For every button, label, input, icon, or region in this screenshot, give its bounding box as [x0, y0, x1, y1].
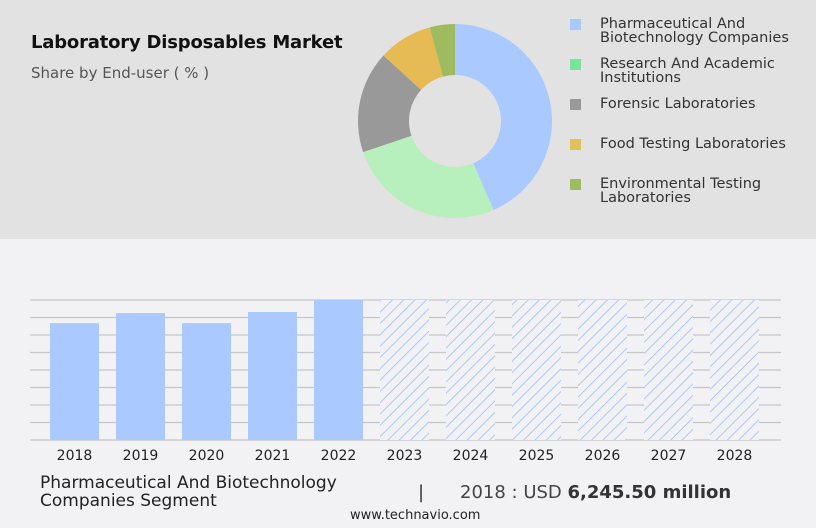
donut-slice: [383, 27, 444, 90]
separator: |: [418, 482, 425, 503]
bar-2027: [644, 300, 693, 440]
legend-swatch-food: [570, 139, 581, 150]
legend-label: Pharmaceutical And Biotechnology Compani…: [600, 16, 789, 46]
donut-chart: [358, 24, 552, 218]
legend-label: Forensic Laboratories: [600, 96, 756, 112]
bar-2022: [314, 300, 363, 440]
bar-2018: [50, 323, 99, 440]
x-axis-labels: 2018 2019 2020 2021 2022 2023 2024 2025 2026 2027…: [57, 448, 753, 464]
legend-swatch-forensic: [570, 99, 581, 110]
x-tick-label: 2026: [585, 448, 621, 464]
x-tick-label: 2020: [189, 448, 225, 464]
legend-label: Food Testing Laboratories: [600, 136, 786, 152]
legend-swatch-research: [570, 59, 581, 70]
x-tick-label: 2018: [57, 448, 93, 464]
bar-2025: [512, 300, 561, 440]
value-prefix: 2018 : USD: [460, 482, 568, 503]
donut-slice: [363, 135, 494, 218]
chart-title: Laboratory Disposables Market: [31, 32, 343, 53]
bar-2028: [710, 300, 759, 440]
value-amount: 6,245.50 million: [567, 482, 732, 503]
legend: Pharmaceutical And Biotechnology Compani…: [568, 0, 816, 239]
bar-2021: [248, 311, 297, 440]
source-url: www.technavio.com: [350, 508, 481, 523]
bar-chart: 2018 2019 2020 2021 2022 2023 2024 2025 2026 2027…: [30, 299, 781, 464]
segment-label: Pharmaceutical And Biotechnology Compani…: [40, 473, 337, 511]
x-tick-label: 2027: [651, 448, 687, 464]
chart-subtitle: Share by End-user ( % ): [31, 64, 210, 82]
x-tick-label: 2025: [519, 448, 555, 464]
legend-label: Research And Academic Institutions: [600, 56, 775, 86]
bars: [50, 300, 759, 440]
x-tick-label: 2019: [123, 448, 159, 464]
bar-2024: [446, 300, 495, 440]
x-tick-label: 2022: [321, 448, 357, 464]
legend-label: Environmental Testing Laboratories: [600, 176, 762, 206]
donut-slice: [429, 24, 455, 77]
segment-value: 2018 : USD 6,245.50 million: [460, 482, 731, 503]
x-tick-label: 2024: [453, 448, 489, 464]
bar-2026: [578, 300, 627, 440]
bar-2020: [182, 323, 231, 440]
donut-slice: [358, 55, 422, 153]
legend-swatch-environmental: [570, 179, 581, 190]
legend-swatch-pharma: [570, 19, 581, 30]
bar-2019: [116, 313, 165, 440]
x-tick-label: 2023: [387, 448, 423, 464]
donut-slice: [455, 24, 552, 211]
x-tick-label: 2028: [717, 448, 753, 464]
bar-2023: [380, 300, 429, 440]
x-tick-label: 2021: [255, 448, 291, 464]
